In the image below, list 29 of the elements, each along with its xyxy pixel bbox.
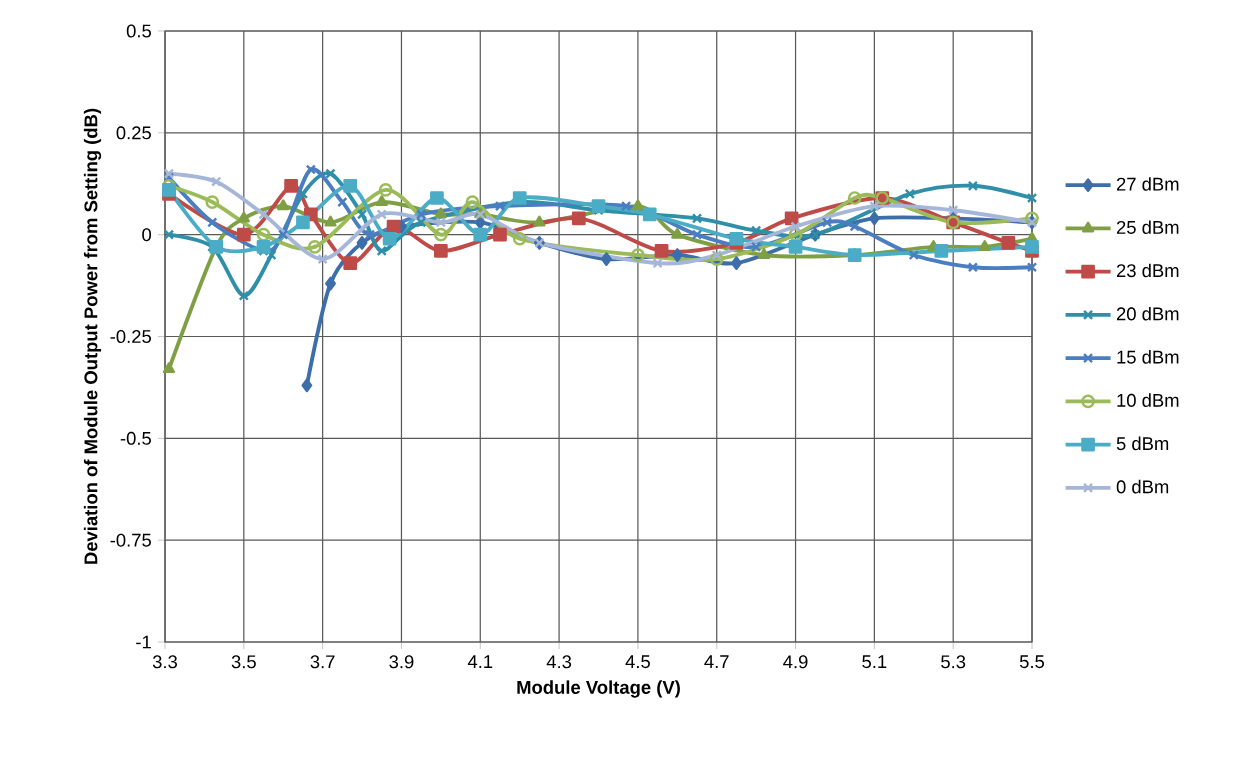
x-tick-label: 3.3	[152, 655, 178, 669]
legend-label: 15 dBm	[1117, 350, 1179, 364]
y-tick-label: 0.25	[116, 126, 151, 140]
x-tick-label: 4.7	[704, 655, 729, 668]
x-tick-label: 3.9	[389, 655, 414, 669]
legend-label: 10 dBm	[1117, 393, 1179, 407]
legend-label: 27 dBm	[1116, 177, 1179, 191]
x-tick-label: 5.3	[941, 655, 966, 669]
y-tick-label: -0.5	[120, 431, 151, 445]
x-tick-label: 5.1	[862, 655, 887, 669]
y-tick-label: -1	[136, 635, 151, 649]
x-tick-label: 4.1	[467, 655, 493, 668]
legend-label: 5 dBm	[1116, 436, 1169, 451]
x-tick-label: 4.9	[783, 655, 808, 669]
x-tick-label: 3.5	[231, 655, 256, 669]
x-axis-title: Module Voltage (V)	[517, 680, 680, 698]
legend-label: 20 dBm	[1116, 306, 1179, 321]
x-tick-label: 4.3	[546, 655, 572, 669]
y-tick-label: 0	[142, 228, 152, 242]
legend-label: 0 dBm	[1116, 479, 1169, 494]
y-axis-title: Deviation of Module Output Power from Setting (dB)	[83, 108, 102, 564]
x-tick-label: 5.5	[1019, 655, 1045, 669]
y-tick-label: 0.5	[126, 24, 151, 38]
x-tick-label: 3.7	[310, 655, 335, 669]
legend-label: 23 dBm	[1116, 263, 1179, 278]
x-tick-label: 4.5	[625, 655, 650, 669]
legend-label: 25 dBm	[1116, 220, 1179, 234]
y-tick-label: -0.25	[110, 329, 151, 344]
y-tick-label: -0.75	[110, 533, 151, 547]
